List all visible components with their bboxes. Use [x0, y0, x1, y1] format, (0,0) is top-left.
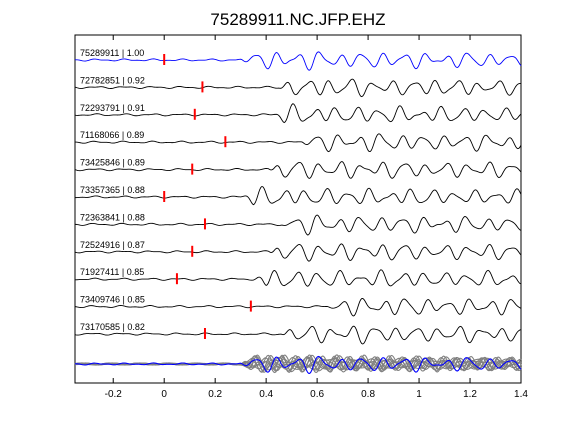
- x-tick-label: 0: [161, 389, 167, 400]
- trace-waveform: [74, 78, 521, 98]
- trace-label: 75289911 | 1.00: [80, 48, 144, 58]
- trace-waveform: [74, 103, 522, 124]
- trace-label: 72524916 | 0.87: [80, 240, 145, 250]
- trace-label: 72782851 | 0.92: [80, 75, 145, 85]
- x-tick-label: 1: [416, 389, 422, 400]
- trace-waveform: [74, 51, 522, 71]
- trace-label: 71168066 | 0.89: [80, 130, 144, 140]
- chart-title: 75289911.NC.JFP.EHZ: [210, 10, 385, 29]
- trace-label: 71927411 | 0.85: [80, 267, 144, 277]
- x-tick-label: 1.2: [463, 389, 477, 400]
- trace-label: 72293791 | 0.91: [80, 103, 145, 113]
- trace-waveform: [74, 214, 522, 236]
- x-tick-label: 0.4: [259, 389, 273, 400]
- trace-label: 73409746 | 0.85: [80, 295, 145, 305]
- trace-waveform: [74, 133, 522, 153]
- x-tick-label: 0.6: [310, 389, 324, 400]
- trace-label: 73425846 | 0.89: [80, 158, 145, 168]
- x-tick-label: -0.2: [105, 389, 123, 400]
- stack-trace: [74, 355, 522, 374]
- stack-reference-trace: [75, 355, 522, 374]
- trace-waveform: [74, 243, 522, 262]
- trace-label: 73170585 | 0.82: [80, 322, 145, 332]
- x-axis: -0.2 0 0.2 0.4 0.6 0.8 1 1.2 1.4: [105, 35, 528, 400]
- trace-label: 72363841 | 0.88: [80, 212, 145, 222]
- x-tick-label: 0.8: [361, 389, 375, 400]
- x-tick-label: 0.2: [208, 389, 222, 400]
- trace-waveform: [74, 161, 522, 179]
- trace-label: 73357365 | 0.88: [80, 185, 145, 195]
- x-tick-label: 1.4: [514, 389, 528, 400]
- trace-waveform: [74, 325, 522, 345]
- trace-waveform: [74, 269, 522, 287]
- plot-content: 75289911 | 1.00 72782851 | 0.92 72293791 |…: [74, 48, 522, 374]
- trace-waveform: [74, 185, 522, 206]
- trace-waveform: [74, 298, 522, 317]
